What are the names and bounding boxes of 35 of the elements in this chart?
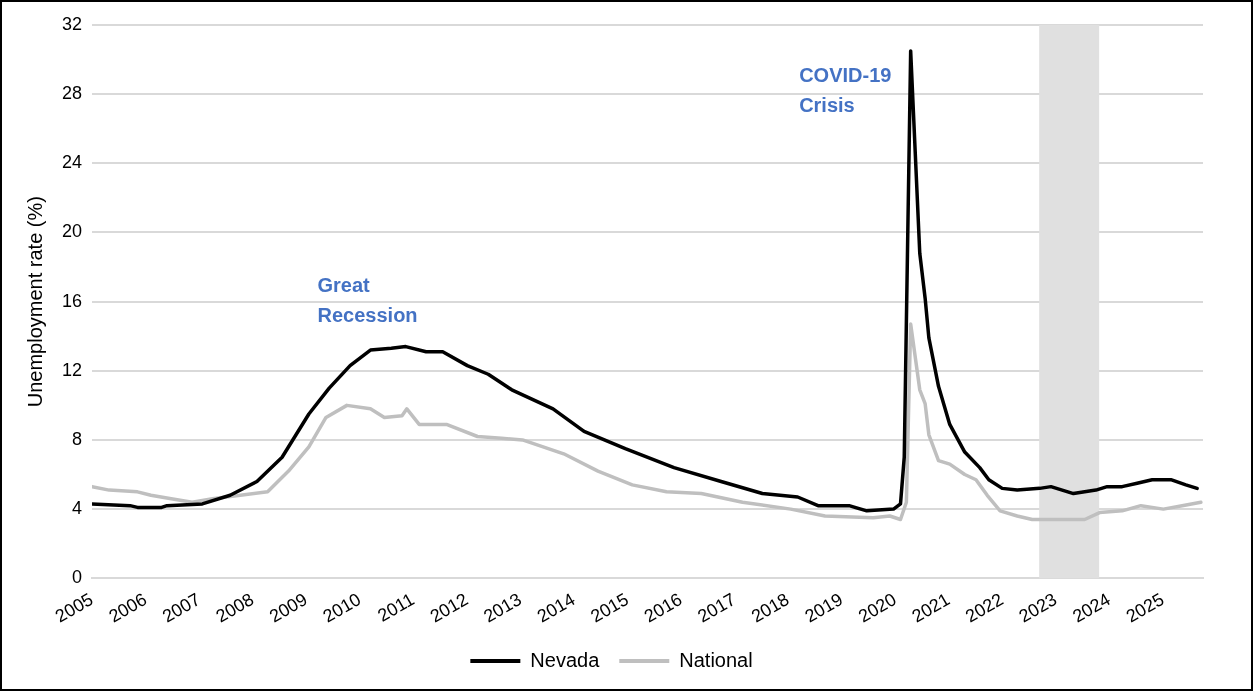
x-tick-label: 2012 xyxy=(426,589,472,627)
x-tick-label: 2016 xyxy=(640,589,686,627)
y-axis-title: Unemployment rate (%) xyxy=(23,196,46,408)
x-tick-label: 2007 xyxy=(158,589,204,627)
annotation: COVID-19 Crisis xyxy=(799,63,892,116)
x-tick-label: 2006 xyxy=(105,589,151,627)
x-tick-label: 2019 xyxy=(801,589,847,627)
x-tick-label: 2008 xyxy=(212,589,258,627)
y-tick-label: 4 xyxy=(72,498,83,519)
x-tick-label: 2009 xyxy=(266,589,311,627)
x-tick-label: 2022 xyxy=(962,589,1007,627)
legend-label: National xyxy=(679,648,753,671)
y-tick-label: 12 xyxy=(61,359,83,380)
y-tick-label: 0 xyxy=(72,567,83,588)
x-tick-label: 2021 xyxy=(908,589,954,627)
x-tick-label: 2014 xyxy=(533,589,579,627)
x-tick-label: 2013 xyxy=(480,589,525,627)
x-tick-label: 2015 xyxy=(587,589,632,627)
annotation: Great Recession xyxy=(317,274,418,327)
x-tick-label: 2024 xyxy=(1069,589,1114,627)
x-tick-label: 2005 xyxy=(51,589,97,627)
x-tick-label: 2025 xyxy=(1122,589,1168,627)
x-tick-label: 2011 xyxy=(374,589,418,626)
legend-label: Nevada xyxy=(530,648,601,671)
x-tick-label: 2010 xyxy=(319,589,365,627)
x-tick-label: 2023 xyxy=(1015,589,1061,627)
x-tick-label: 2020 xyxy=(854,589,900,627)
x-tick-label: 2018 xyxy=(747,589,793,627)
y-tick-label: 8 xyxy=(72,428,83,449)
y-tick-label: 28 xyxy=(61,83,83,104)
y-tick-label: 20 xyxy=(61,221,83,242)
y-tick-label: 32 xyxy=(61,13,83,34)
y-tick-label: 16 xyxy=(61,290,83,311)
y-tick-label: 24 xyxy=(61,152,83,173)
x-tick-label: 2017 xyxy=(694,589,739,627)
